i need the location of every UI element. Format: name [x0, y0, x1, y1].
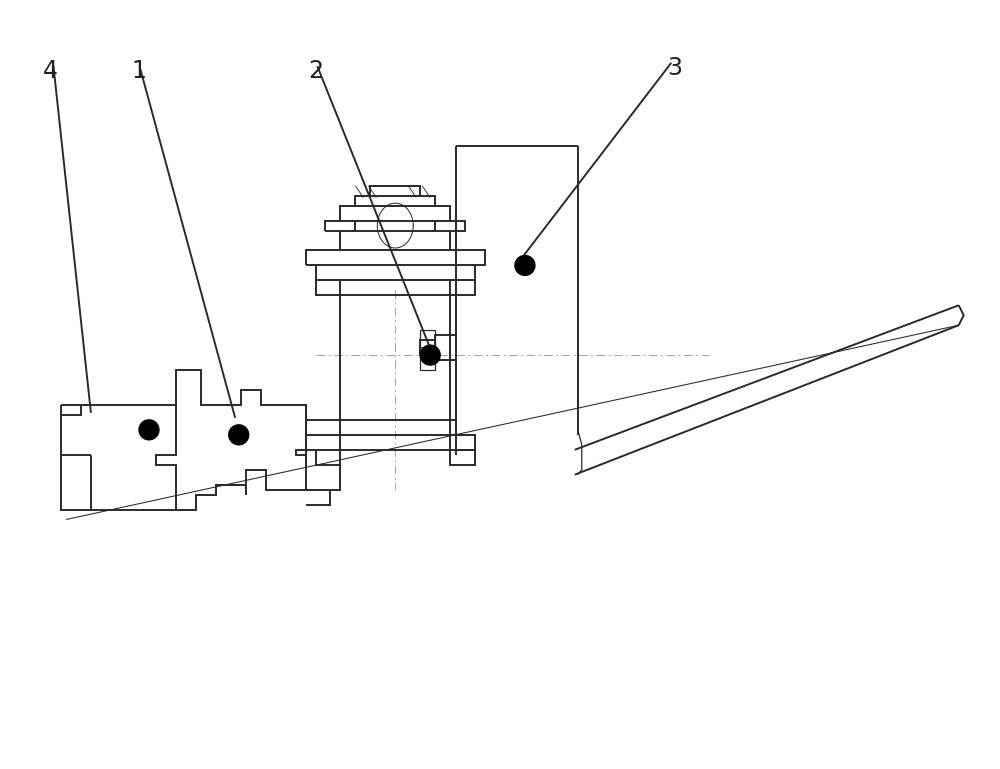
- Circle shape: [420, 345, 440, 365]
- Text: 2: 2: [309, 59, 324, 83]
- Text: 1: 1: [131, 59, 146, 83]
- Circle shape: [229, 424, 249, 444]
- Circle shape: [139, 420, 159, 440]
- Text: 4: 4: [43, 59, 58, 83]
- Text: 3: 3: [668, 56, 683, 80]
- Circle shape: [515, 255, 535, 275]
